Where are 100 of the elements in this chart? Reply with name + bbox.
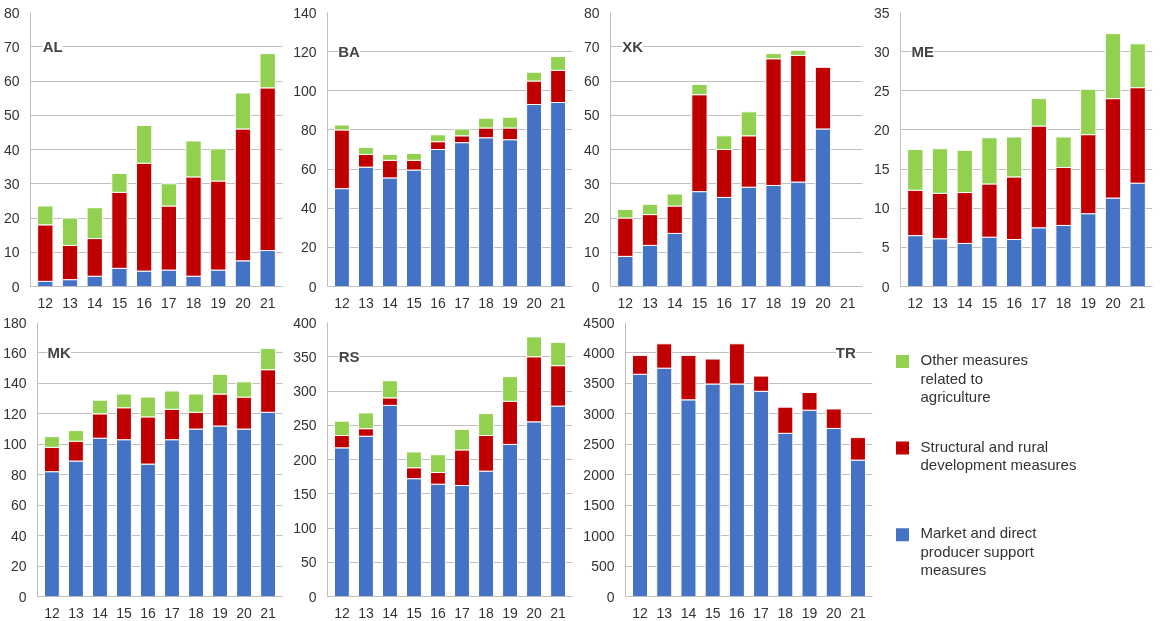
- x-tick-label: 18: [777, 604, 794, 621]
- x-tick-label: 12: [334, 294, 350, 311]
- x-tick-label: 13: [68, 604, 84, 621]
- x-tick-label: 12: [907, 294, 924, 311]
- y-tick-label: 70: [583, 38, 600, 55]
- text: XK: [622, 38, 644, 56]
- x-tick-label: 16: [430, 294, 446, 311]
- y-tick-label: 4500: [583, 314, 615, 331]
- x-tick-label: 18: [185, 294, 202, 311]
- y-tick-label: 40: [300, 200, 317, 217]
- y-tick-label: 60: [300, 161, 317, 178]
- y-tick-label: 140: [293, 4, 317, 21]
- legend-label: Market and direct producer support measures: [920, 524, 1038, 579]
- y-tick-label: 3500: [583, 375, 615, 392]
- text: TR: [835, 344, 857, 362]
- y-tick-label: 100: [293, 520, 317, 536]
- y-tick-label: 40: [3, 141, 20, 158]
- y-tick-label: 0: [308, 588, 317, 605]
- y-tick-label: 0: [308, 278, 317, 295]
- x-tick-label: 17: [164, 604, 181, 621]
- y-tick-label: 500: [591, 558, 615, 575]
- y-tick-label: 20: [583, 210, 600, 226]
- x-tick-label: 13: [358, 604, 374, 621]
- y-tick-label: 20: [300, 239, 317, 256]
- x-tick-label: 13: [656, 604, 673, 621]
- x-tick-label: 17: [161, 294, 177, 311]
- y-tick-label: 80: [300, 121, 317, 138]
- y-tick-label: 0: [591, 278, 600, 295]
- y-tick-label: 120: [3, 405, 27, 422]
- x-tick-label: 14: [666, 294, 683, 311]
- y-tick-label: 20: [10, 558, 27, 575]
- x-tick-label: 20: [1105, 294, 1121, 311]
- y-tick-label: 300: [293, 383, 317, 399]
- y-tick-label: 60: [10, 497, 27, 514]
- legend-label: Structural and rural development measures: [920, 437, 1077, 474]
- x-tick-label: 12: [632, 604, 649, 621]
- y-tick-label: 15: [873, 161, 890, 178]
- x-tick-label: 18: [765, 294, 782, 311]
- y-tick-label: 2000: [583, 466, 615, 483]
- y-tick-label: 50: [583, 107, 600, 124]
- text: AL: [42, 38, 63, 56]
- x-tick-label: 17: [1031, 294, 1047, 311]
- x-tick-label: 19: [212, 604, 229, 621]
- x-tick-label: 12: [44, 604, 60, 621]
- y-tick-label: 120: [293, 43, 317, 60]
- y-tick-label: 400: [293, 314, 317, 331]
- y-tick-label: 0: [881, 278, 890, 295]
- x-tick-label: 21: [260, 604, 277, 621]
- x-tick-label: 17: [454, 604, 471, 621]
- x-tick-label: 13: [932, 294, 949, 311]
- y-tick-label: 100: [3, 436, 27, 453]
- x-tick-label: 21: [550, 604, 567, 621]
- x-tick-label: 12: [617, 294, 634, 311]
- y-tick-label: 20: [873, 121, 890, 138]
- y-tick-label: 60: [3, 73, 20, 89]
- x-tick-label: 14: [382, 604, 398, 621]
- x-tick-label: 18: [1055, 294, 1072, 311]
- x-tick-label: 17: [741, 294, 757, 311]
- y-tick-label: 1500: [583, 497, 615, 514]
- y-tick-label: 50: [300, 554, 317, 571]
- x-tick-label: 16: [1006, 294, 1023, 311]
- x-tick-label: 14: [382, 294, 398, 311]
- y-tick-label: 10: [583, 244, 600, 261]
- text: ME: [911, 43, 934, 61]
- y-tick-label: 20: [3, 210, 20, 226]
- x-tick-label: 12: [37, 294, 54, 311]
- x-tick-label: 13: [642, 294, 659, 311]
- x-tick-label: 19: [502, 604, 519, 621]
- x-tick-label: 21: [1129, 294, 1146, 311]
- x-tick-label: 19: [1080, 294, 1097, 311]
- x-tick-label: 18: [188, 604, 205, 621]
- x-tick-label: 20: [526, 604, 543, 621]
- x-tick-label: 14: [956, 294, 973, 311]
- y-tick-label: 140: [3, 375, 27, 392]
- y-tick-label: 80: [3, 4, 20, 21]
- y-tick-label: 350: [293, 348, 317, 365]
- y-tick-label: 25: [873, 82, 890, 99]
- y-tick-label: 0: [18, 588, 27, 605]
- x-tick-label: 14: [92, 604, 108, 621]
- x-tick-label: 16: [716, 294, 733, 311]
- x-tick-label: 17: [753, 604, 770, 621]
- x-tick-label: 14: [86, 294, 103, 311]
- y-tick-label: 40: [583, 141, 600, 158]
- x-tick-label: 21: [259, 294, 276, 311]
- x-tick-label: 13: [62, 294, 79, 311]
- x-tick-label: 20: [825, 604, 842, 621]
- text: BA: [338, 43, 361, 61]
- x-tick-label: 20: [526, 294, 543, 311]
- x-tick-label: 13: [358, 294, 374, 311]
- x-tick-label: 19: [210, 294, 227, 311]
- x-tick-label: 15: [704, 604, 721, 621]
- text: RS: [338, 348, 360, 366]
- x-tick-label: 15: [981, 294, 998, 311]
- y-tick-label: 30: [3, 175, 20, 192]
- y-tick-label: 35: [873, 4, 890, 21]
- y-tick-label: 180: [3, 314, 27, 331]
- x-tick-label: 12: [334, 604, 350, 621]
- y-tick-label: 50: [3, 107, 20, 124]
- x-tick-label: 21: [850, 604, 866, 621]
- y-tick-label: 0: [11, 278, 20, 295]
